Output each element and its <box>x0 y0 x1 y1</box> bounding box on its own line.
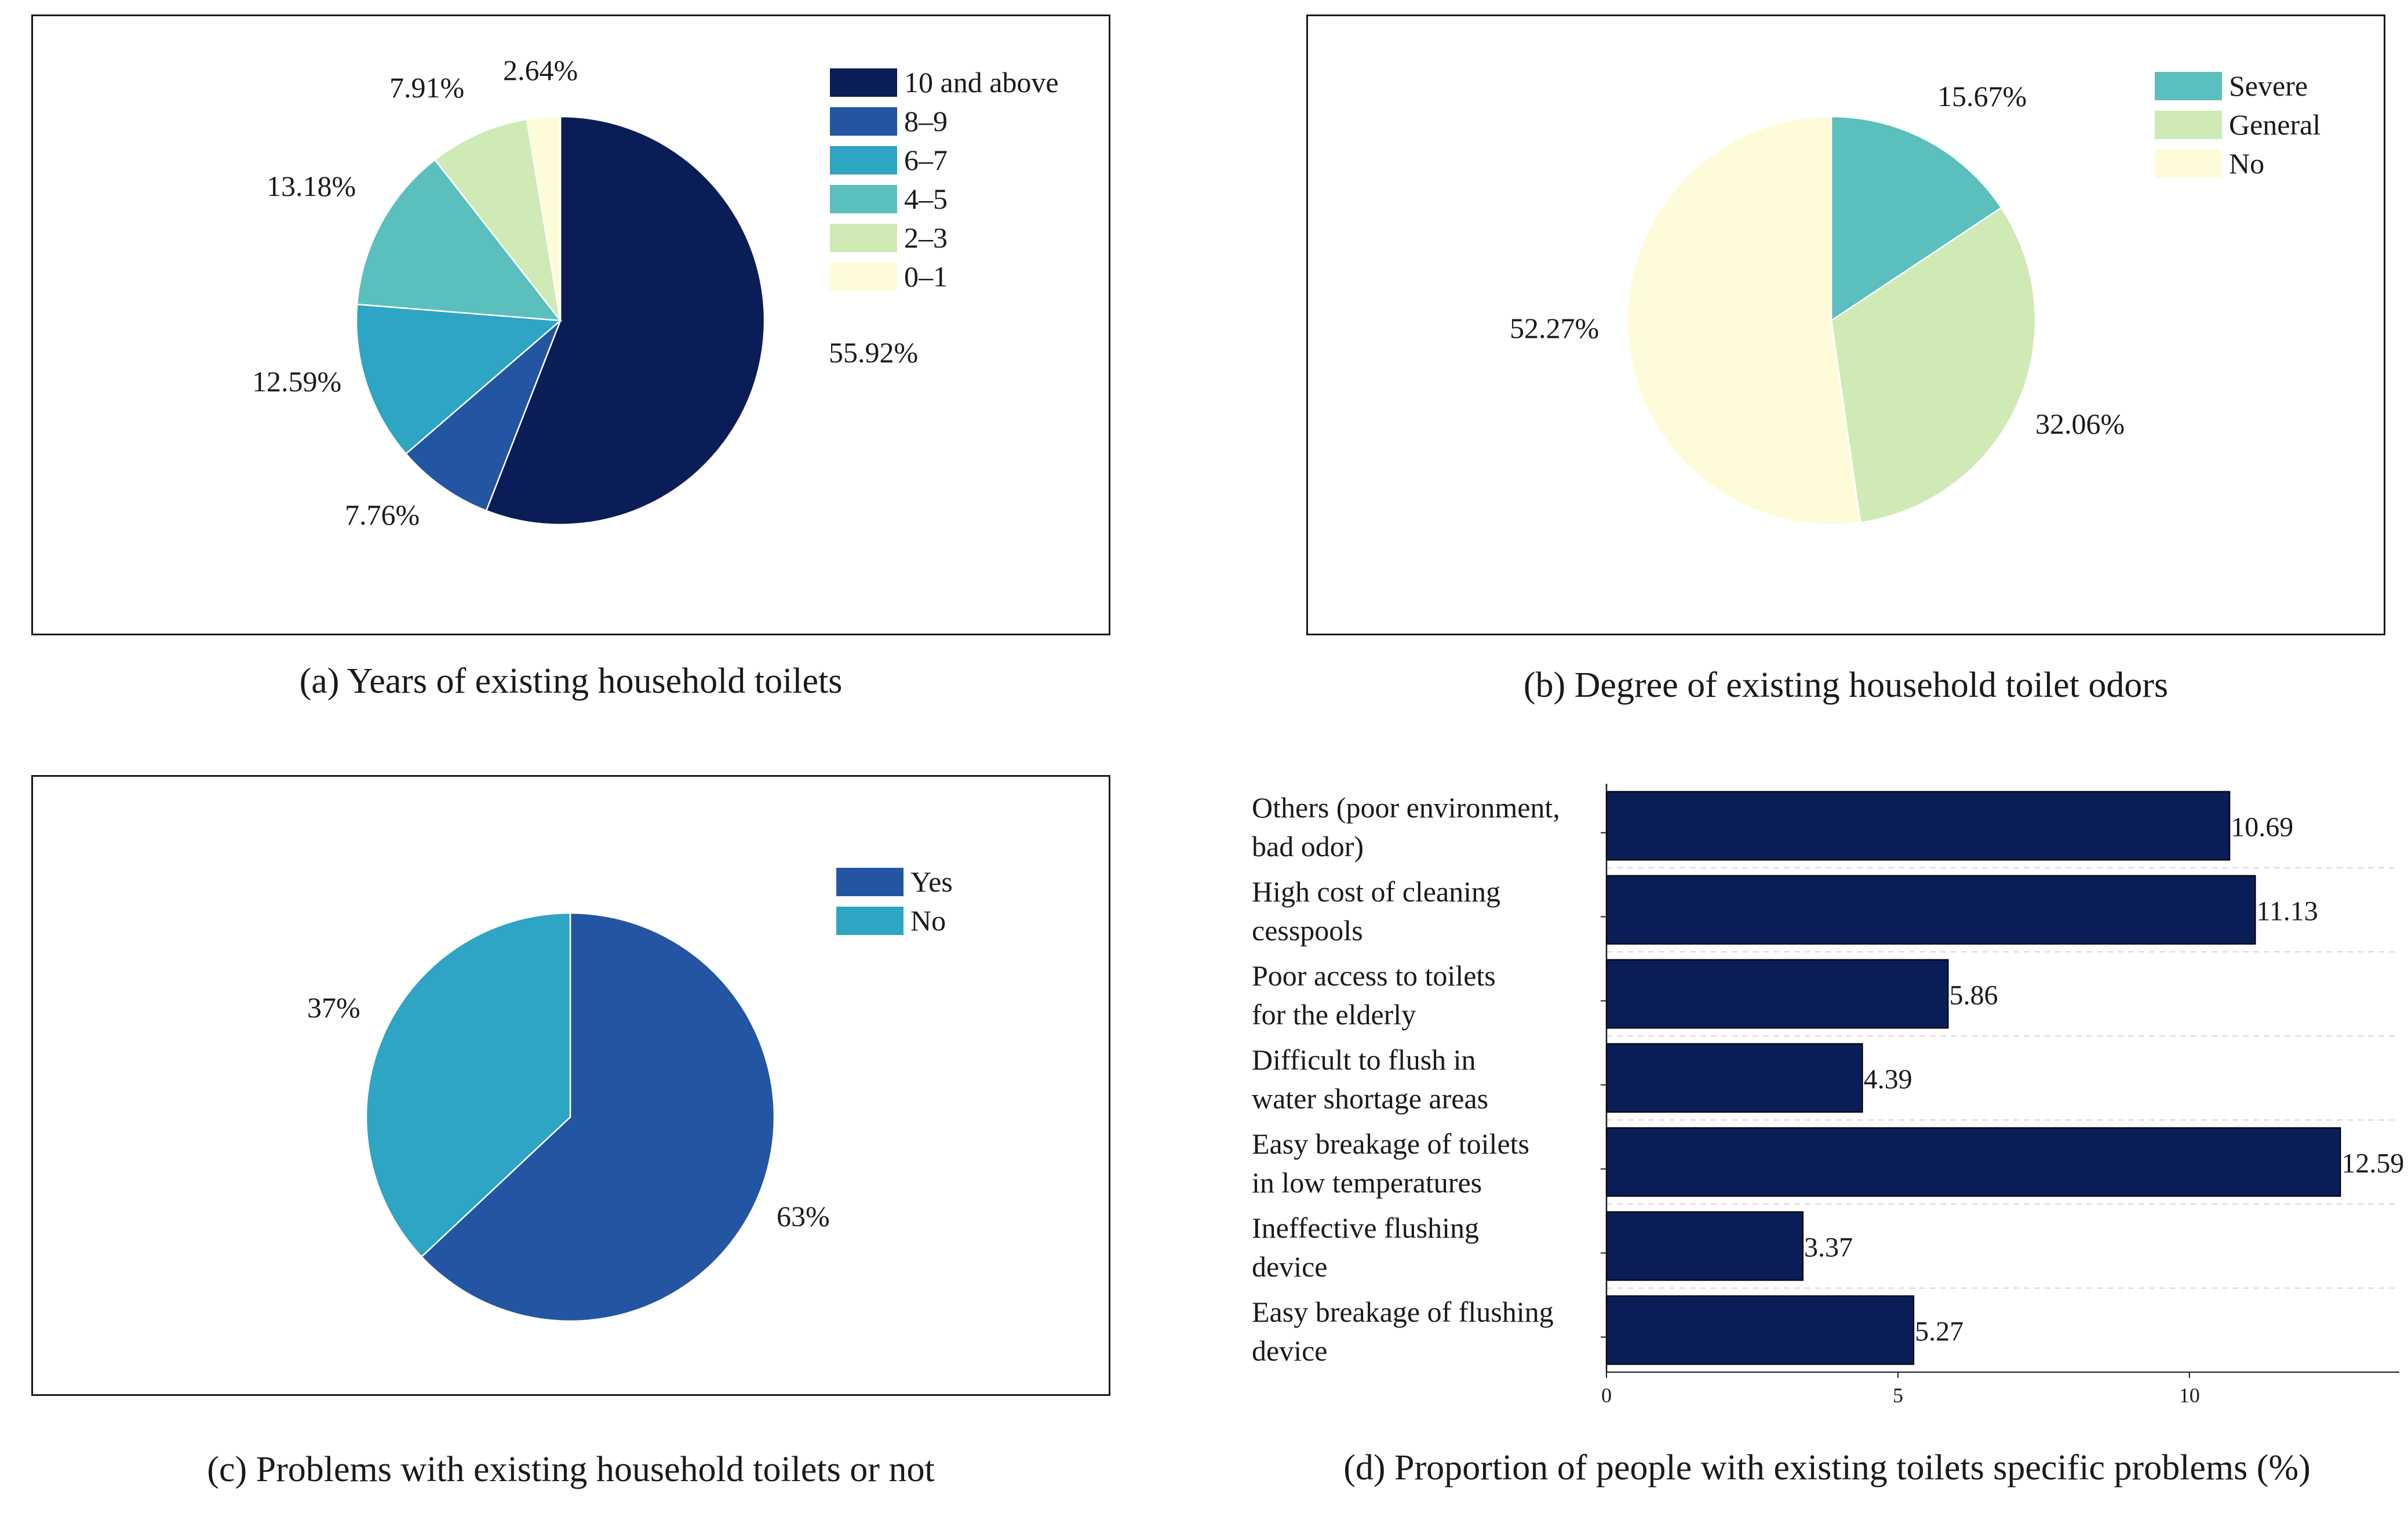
legend-a-swatch-4 <box>830 224 897 252</box>
bar-d-category-4-line-1: in low temperatures <box>1252 1166 1482 1199</box>
legend-a-label-2: 6–7 <box>904 144 948 176</box>
pie-a-label-3: 13.18% <box>267 170 356 202</box>
legend-b-label-2: No <box>2229 147 2264 180</box>
pie-a-slice-4 <box>433 118 562 321</box>
bar-d-category-6-line-1: device <box>1252 1334 1327 1367</box>
legend-b-label-0: Severe <box>2229 70 2308 102</box>
pie-a-slice-3 <box>356 158 562 322</box>
legend-b-swatch-0 <box>2155 72 2222 100</box>
bar-d-category-6-line-0: Easy breakage of flushing <box>1252 1296 1554 1328</box>
bar-d-xtick-label-0: 0 <box>1601 1384 1612 1407</box>
pie-c-label-0: 63% <box>777 1200 830 1232</box>
legend-a-swatch-2 <box>830 146 897 174</box>
pie-b-label-0: 15.67% <box>1937 80 2027 112</box>
bar-d-bar-6 <box>1606 1295 1915 1365</box>
bar-d-category-0-line-0: Others (poor environment, <box>1252 791 1560 824</box>
bar-d-category-5-line-1: device <box>1252 1250 1327 1283</box>
bar-d-category-1-line-0: High cost of cleaning <box>1252 875 1500 908</box>
caption-b: (b) Degree of existing household toilet … <box>1523 665 2169 705</box>
pie-a-label-5: 2.64% <box>503 54 578 86</box>
legend-c-label-0: Yes <box>910 865 953 898</box>
bar-d-xtick-label-2: 10 <box>2179 1384 2200 1407</box>
pie-b-label-2: 52.27% <box>1510 312 1599 344</box>
legend-a-swatch-1 <box>830 107 897 136</box>
bar-d-category-1-line-1: cesspools <box>1252 914 1363 947</box>
bar-d-category-3-line-0: Difficult to flush in <box>1252 1043 1476 1076</box>
caption-d: (d) Proportion of people with existing t… <box>1343 1448 2311 1487</box>
bar-d-category-2-line-0: Poor access to toilets <box>1252 959 1496 992</box>
bar-d-bar-2 <box>1606 959 1949 1029</box>
bar-d-value-6: 5.27 <box>1915 1316 1963 1347</box>
bar-d-value-0: 10.69 <box>2231 812 2293 843</box>
legend-a-label-4: 2–3 <box>904 221 948 254</box>
bar-d-value-2: 5.86 <box>1949 980 1998 1011</box>
pie-b-slice-0 <box>1830 115 2002 322</box>
pie-a-label-4: 7.91% <box>389 71 464 104</box>
legend-b-swatch-1 <box>2155 111 2222 139</box>
legend-c-swatch-1 <box>836 907 904 935</box>
legend-a-label-1: 8–9 <box>904 105 948 137</box>
bar-d-category-5-line-0: Ineffective flushing <box>1252 1212 1479 1244</box>
caption-a: (a) Years of existing household toilets <box>299 661 843 701</box>
pie-a-slice-5 <box>526 115 562 321</box>
legend-b-label-1: General <box>2229 108 2320 141</box>
bar-d-category-4-line-0: Easy breakage of toilets <box>1252 1128 1529 1160</box>
pie-b-slice-2 <box>1626 115 1861 526</box>
legend-a-swatch-3 <box>830 185 897 213</box>
pie-a-slice-2 <box>355 303 563 455</box>
pie-a-label-2: 12.59% <box>252 365 341 398</box>
bar-d-value-1: 11.13 <box>2257 896 2318 927</box>
bar-d-category-3-line-1: water shortage areas <box>1252 1082 1488 1115</box>
legend-a-label-3: 4–5 <box>904 183 948 215</box>
legend-c-swatch-0 <box>836 868 904 896</box>
caption-c: (c) Problems with existing household toi… <box>207 1450 935 1489</box>
bar-d-value-5: 3.37 <box>1804 1232 1853 1263</box>
pie-a-label-1: 7.76% <box>345 499 420 531</box>
pie-a-label-0: 55.92% <box>829 336 918 369</box>
bar-d-bar-4 <box>1606 1127 2341 1197</box>
legend-a-swatch-0 <box>830 68 897 97</box>
legend-b-swatch-2 <box>2155 150 2222 178</box>
bar-d-bar-3 <box>1606 1043 1863 1113</box>
bar-d-bar-0 <box>1606 791 2231 861</box>
pie-c-label-1: 37% <box>307 991 360 1024</box>
bar-d-value-4: 12.59 <box>2341 1148 2404 1179</box>
bar-d-value-3: 4.39 <box>1864 1064 1912 1095</box>
legend-a-label-5: 0–1 <box>904 260 948 293</box>
pie-b-slice-1 <box>1830 206 2037 523</box>
bar-d-bar-5 <box>1606 1211 1804 1281</box>
pie-b-label-1: 32.06% <box>2035 408 2125 440</box>
pie-c-slice-1 <box>365 912 571 1258</box>
bar-d-category-0-line-1: bad odor) <box>1252 830 1364 863</box>
bar-d-xtick-label-1: 5 <box>1893 1384 1903 1407</box>
bar-d-bar-1 <box>1606 875 2256 945</box>
pie-c-slice-0 <box>420 912 775 1322</box>
bar-d-category-2-line-1: for the elderly <box>1252 998 1416 1031</box>
legend-a-label-0: 10 and above <box>904 66 1059 99</box>
pie-a-slice-1 <box>405 320 562 512</box>
legend-a-swatch-5 <box>830 263 897 291</box>
legend-c-label-1: No <box>910 904 946 937</box>
pie-a-slice-0 <box>485 115 766 526</box>
